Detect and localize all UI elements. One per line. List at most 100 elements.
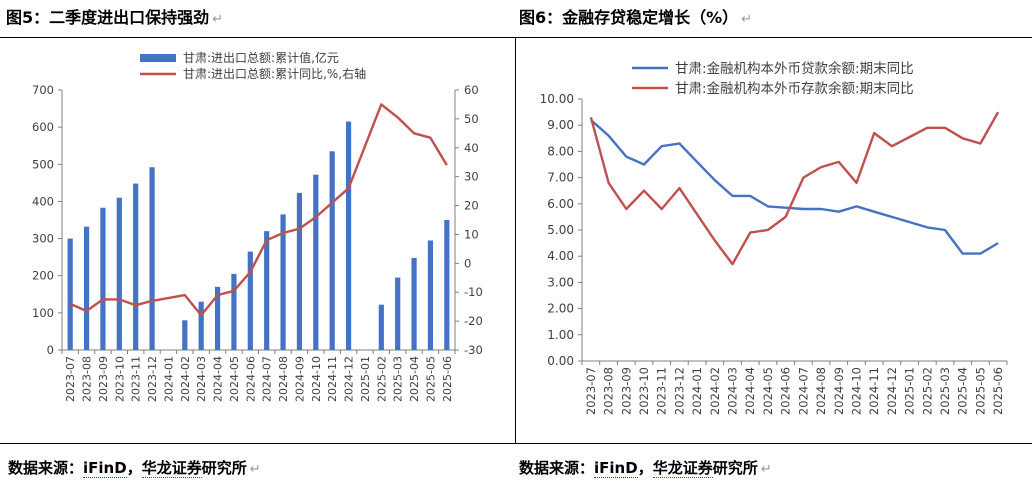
x-tick-label: 2024-11: [326, 356, 339, 402]
x-tick-label: 2024-09: [832, 367, 846, 415]
source-suffix: 研究所: [712, 459, 758, 477]
x-tick-label: 2025-06: [991, 367, 1005, 415]
y-right-tick-label: 30: [464, 170, 479, 184]
y-right-tick-label: 10: [464, 227, 479, 241]
source-comma: ，: [126, 459, 142, 477]
x-tick-label: 2023-10: [637, 367, 651, 415]
x-tick-label: 2024-03: [726, 367, 740, 415]
x-tick-label: 2024-08: [814, 367, 828, 415]
bar: [395, 277, 401, 350]
y-left-tick-label: 700: [32, 83, 54, 97]
bar: [182, 320, 188, 350]
x-tick-label: 2023-09: [97, 356, 110, 402]
y-left-tick-label: 0: [47, 343, 54, 357]
bar: [100, 207, 106, 350]
y-left-tick-label: 200: [32, 269, 54, 283]
legend-label-deposit: 甘肃:金融机构本外币存款余额:期末同比: [675, 80, 914, 97]
x-tick-label: 2025-03: [392, 356, 405, 402]
y-right-tick-label: 0: [464, 256, 471, 270]
bar: [329, 151, 335, 350]
figure-6-title-text: 图6：金融存贷稳定增长（%）: [519, 8, 739, 27]
x-tick-label: 2023-08: [602, 367, 616, 415]
bottom-rule: [0, 443, 1032, 444]
bar: [264, 231, 270, 350]
x-tick-label: 2025-02: [920, 367, 934, 415]
x-tick-label: 2025-02: [375, 356, 388, 402]
return-mark: ↵: [741, 12, 753, 27]
bar: [444, 220, 450, 350]
x-tick-label: 2024-02: [179, 356, 192, 402]
x-tick-label: 2024-06: [779, 367, 793, 415]
x-tick-label: 2025-01: [359, 356, 372, 402]
y-right-tick-label: 40: [464, 141, 479, 155]
x-tick-label: 2023-12: [146, 356, 159, 402]
source-prefix: 数据来源：: [8, 459, 84, 477]
y-left-tick-label: 500: [32, 157, 54, 171]
y-right-tick-label: -20: [464, 314, 483, 328]
y-tick-label: 0.00: [547, 354, 574, 368]
line-series-deposit: [589, 111, 1000, 266]
bar: [133, 183, 139, 350]
bar: [83, 226, 90, 350]
x-tick-label: 2023-09: [619, 367, 633, 415]
line-series-loan: [590, 119, 999, 255]
y-left-tick-label: 400: [32, 194, 54, 208]
bar: [427, 240, 434, 350]
bar: [345, 121, 352, 350]
x-tick-label: 2024-07: [796, 367, 810, 415]
return-mark: ↵: [249, 462, 261, 477]
bar: [231, 273, 237, 350]
y-tick-label: 6.00: [547, 197, 574, 211]
x-tick-label: 2025-05: [424, 356, 437, 402]
x-tick-label: 2025-04: [956, 367, 970, 415]
figure-5-title-text: 图5：二季度进出口保持强劲: [6, 8, 210, 27]
legend-label-line: 甘肃:进出口总额:累计同比,%,右轴: [183, 66, 366, 81]
x-tick-label: 2025-01: [903, 367, 917, 415]
y-tick-label: 3.00: [547, 275, 574, 289]
source-huaxi: 华龙证券: [141, 459, 202, 478]
y-tick-label: 8.00: [547, 144, 574, 158]
x-tick-label: 2023-12: [672, 367, 686, 415]
x-tick-label: 2023-07: [64, 356, 77, 402]
x-tick-label: 2024-04: [743, 367, 757, 415]
x-tick-label: 2024-03: [195, 356, 208, 402]
x-tick-label: 2024-01: [162, 356, 175, 402]
x-tick-label: 2024-05: [228, 356, 241, 402]
trade-chart: 0 100 200 300 400 500 600 700 -30 -20 -10 0 10 20 30 40…: [32, 50, 483, 402]
y-right-tick-label: -30: [464, 343, 483, 357]
x-tick-label: 2025-04: [408, 356, 421, 402]
x-tick-label: 2024-10: [849, 367, 863, 415]
bar: [149, 167, 155, 350]
y-tick-label: 9.00: [547, 118, 574, 132]
right-data-source: 数据来源：iFinD，华龙证券研究所 ↵: [519, 457, 772, 478]
bar: [296, 192, 303, 350]
source-huaxi: 华龙证券: [652, 459, 713, 478]
x-tick-label: 2024-10: [310, 356, 323, 402]
x-tick-label: 2024-04: [212, 356, 225, 402]
bar: [116, 197, 122, 350]
figure-5-title: 图5：二季度进出口保持强劲 ↵: [6, 4, 223, 28]
bar: [378, 304, 384, 350]
bar: [280, 214, 286, 350]
y-left-tick-label: 300: [32, 232, 54, 246]
x-tick-label: 2024-12: [885, 367, 899, 415]
left-data-source: 数据来源：iFinD，华龙证券研究所 ↵: [8, 457, 261, 478]
y-tick-label: 7.00: [547, 171, 574, 185]
top-rule: [0, 37, 1032, 38]
source-prefix: 数据来源：: [519, 459, 595, 477]
x-tick-label: 2024-07: [261, 356, 274, 402]
y-right-tick-label: -10: [464, 285, 483, 299]
y-tick-label: 1.00: [547, 328, 574, 342]
y-tick-label: 5.00: [547, 223, 574, 237]
y-right-tick-label: 20: [464, 199, 479, 213]
legend-label-bar: 甘肃:进出口总额:累计值,亿元: [183, 50, 339, 65]
y-left-tick-label: 100: [32, 306, 54, 320]
return-mark: ↵: [760, 462, 772, 477]
return-mark: ↵: [212, 12, 224, 27]
legend-swatch-bar: [140, 54, 176, 62]
bar: [247, 251, 253, 350]
x-tick-label: 2023-10: [113, 356, 126, 402]
x-tick-label: 2025-06: [441, 356, 454, 402]
x-tick-label: 2024-12: [343, 356, 356, 402]
x-tick-label: 2024-01: [690, 367, 704, 415]
